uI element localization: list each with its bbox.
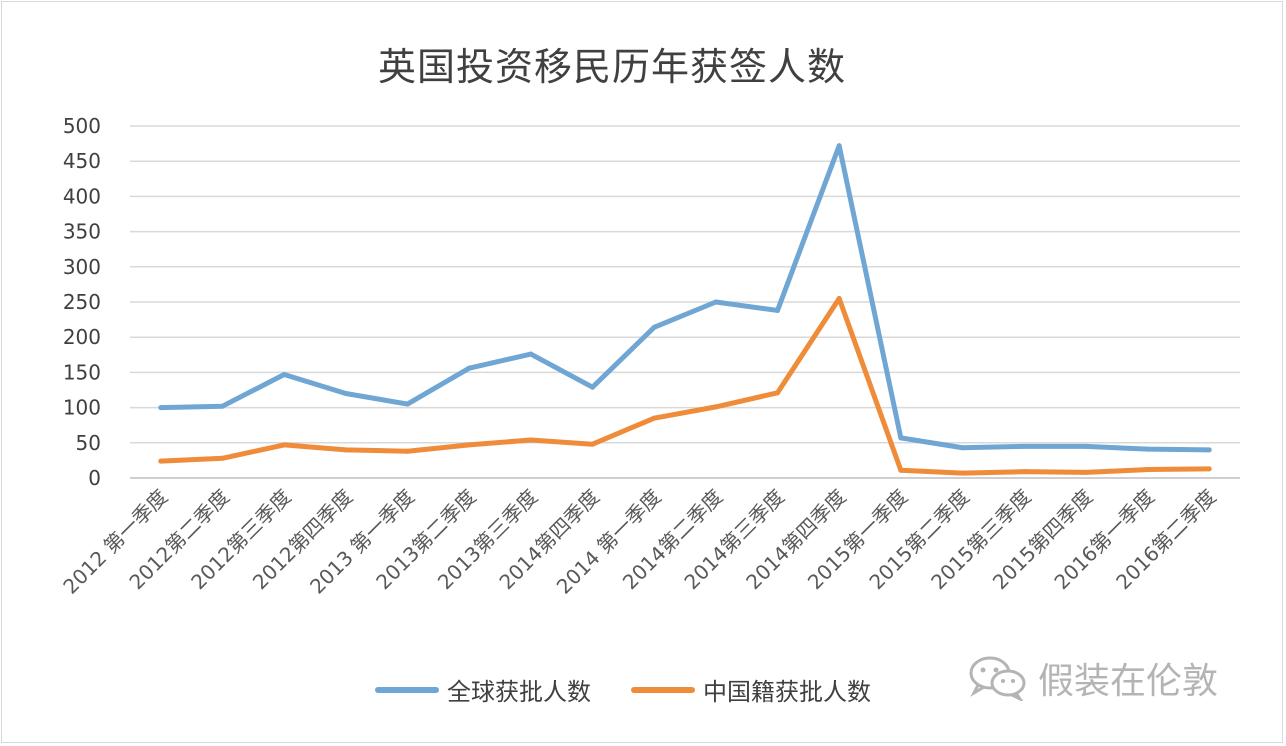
data-point-s1-1	[220, 455, 225, 461]
data-point-s1-10	[775, 390, 780, 396]
data-point-s0-2	[281, 372, 287, 378]
wechat-icon	[969, 656, 1026, 701]
x-tick-label: 2012 第一季度	[58, 485, 172, 599]
y-tick-label: 400	[63, 184, 101, 208]
series-line-0	[158, 143, 1212, 453]
data-point-s1-8	[651, 415, 657, 421]
y-tick-label: 100	[63, 396, 101, 420]
data-point-s0-9	[713, 299, 719, 305]
y-tick-label: 500	[63, 114, 101, 138]
data-point-s0-3	[343, 391, 349, 397]
data-point-s0-6	[528, 351, 534, 357]
data-point-s0-14	[1021, 443, 1027, 449]
data-point-s1-14	[1021, 469, 1027, 475]
data-point-s0-0	[158, 405, 164, 411]
legend-label-global: 全球获批人数	[447, 678, 591, 706]
data-point-s1-13	[960, 470, 965, 476]
data-point-s1-11	[836, 295, 842, 301]
data-point-s1-16	[1145, 467, 1150, 473]
data-point-s1-7	[590, 441, 595, 447]
data-point-s0-15	[1083, 443, 1089, 449]
chart-legend: 全球获批人数 中国籍获批人数	[375, 672, 911, 707]
y-tick-label: 350	[63, 220, 101, 244]
legend-label-china: 中国籍获批人数	[703, 678, 871, 706]
y-tick-label: 300	[63, 255, 101, 279]
legend-swatch-china	[631, 686, 695, 693]
y-tick-label: 250	[63, 290, 101, 314]
data-point-s1-3	[343, 447, 349, 453]
watermark: 假装在伦敦	[968, 652, 1218, 704]
data-point-s1-2	[281, 442, 287, 448]
legend-swatch-global	[375, 686, 439, 693]
data-point-s0-8	[651, 324, 657, 330]
data-point-s1-5	[466, 442, 472, 448]
data-point-s0-17	[1206, 447, 1212, 453]
data-point-s1-0	[158, 458, 164, 464]
data-point-s0-16	[1145, 446, 1150, 452]
data-point-s1-6	[528, 437, 534, 443]
data-point-s0-13	[960, 445, 965, 451]
data-point-s1-12	[898, 467, 904, 473]
data-point-s1-17	[1206, 466, 1212, 472]
data-point-s1-9	[713, 404, 719, 410]
series-line-1	[158, 295, 1212, 476]
data-point-s0-10	[775, 307, 780, 313]
data-point-s1-15	[1083, 469, 1089, 475]
data-point-s0-11	[836, 143, 842, 149]
y-tick-label: 450	[63, 149, 101, 173]
y-tick-label: 200	[63, 325, 101, 349]
legend-item-china: 中国籍获批人数	[631, 672, 871, 707]
y-tick-label: 0	[88, 466, 101, 490]
watermark-text: 假装在伦敦	[1038, 661, 1219, 702]
data-point-s0-5	[466, 365, 472, 371]
data-point-s1-4	[405, 448, 410, 454]
y-tick-label: 50	[76, 431, 101, 455]
legend-item-global: 全球获批人数	[375, 672, 591, 707]
chart-title: 英国投资移民历年获签人数	[377, 45, 846, 89]
data-point-s0-7	[590, 384, 595, 390]
y-tick-label: 150	[63, 360, 101, 384]
data-point-s0-1	[220, 403, 225, 409]
data-point-s0-4	[405, 401, 410, 407]
data-point-s0-12	[898, 435, 904, 441]
